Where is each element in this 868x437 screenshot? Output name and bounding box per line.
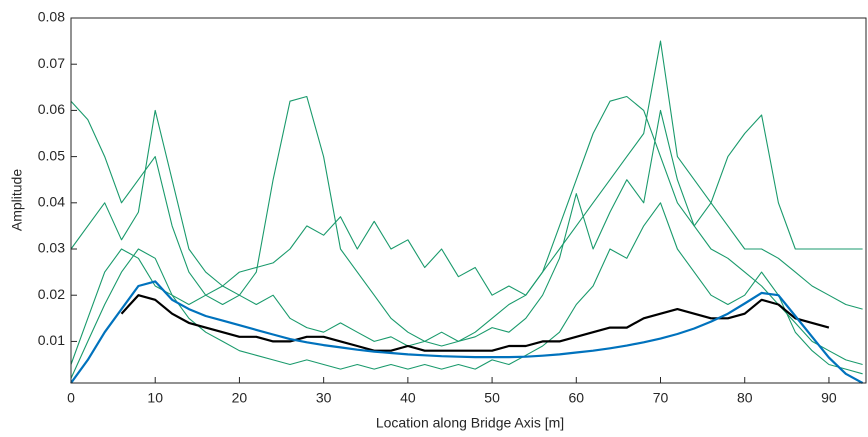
- plot-frame: [70, 17, 867, 384]
- x-tick-label: 30: [316, 390, 332, 406]
- x-tick-label: 60: [569, 390, 585, 406]
- series-line: [70, 280, 864, 384]
- x-tick-label: 40: [400, 390, 416, 406]
- series-line: [70, 40, 863, 365]
- y-axis-label: Amplitude: [9, 169, 25, 231]
- series-line: [70, 202, 863, 379]
- x-tick-label: 90: [821, 390, 837, 406]
- x-tick-label: 10: [147, 390, 163, 406]
- series-line: [70, 95, 863, 347]
- x-tick-label: 20: [232, 390, 248, 406]
- y-tick-label: 0.08: [38, 9, 65, 25]
- y-tick-label: 0.02: [38, 286, 65, 302]
- series-line: [120, 294, 830, 352]
- y-tick-label: 0.06: [38, 101, 65, 117]
- x-axis-label: Location along Bridge Axis [m]: [376, 415, 564, 431]
- x-tick-label: 0: [67, 390, 75, 406]
- series-line: [70, 109, 863, 366]
- y-tick-label: 0.05: [38, 147, 65, 163]
- x-tick-label: 50: [484, 390, 500, 406]
- y-tick-label: 0.01: [38, 332, 65, 348]
- y-tick-label: 0.03: [38, 240, 65, 256]
- y-tick-label: 0.07: [38, 55, 65, 71]
- x-tick-label: 80: [737, 390, 753, 406]
- x-tick-label: 70: [653, 390, 669, 406]
- y-tick-label: 0.04: [38, 194, 65, 210]
